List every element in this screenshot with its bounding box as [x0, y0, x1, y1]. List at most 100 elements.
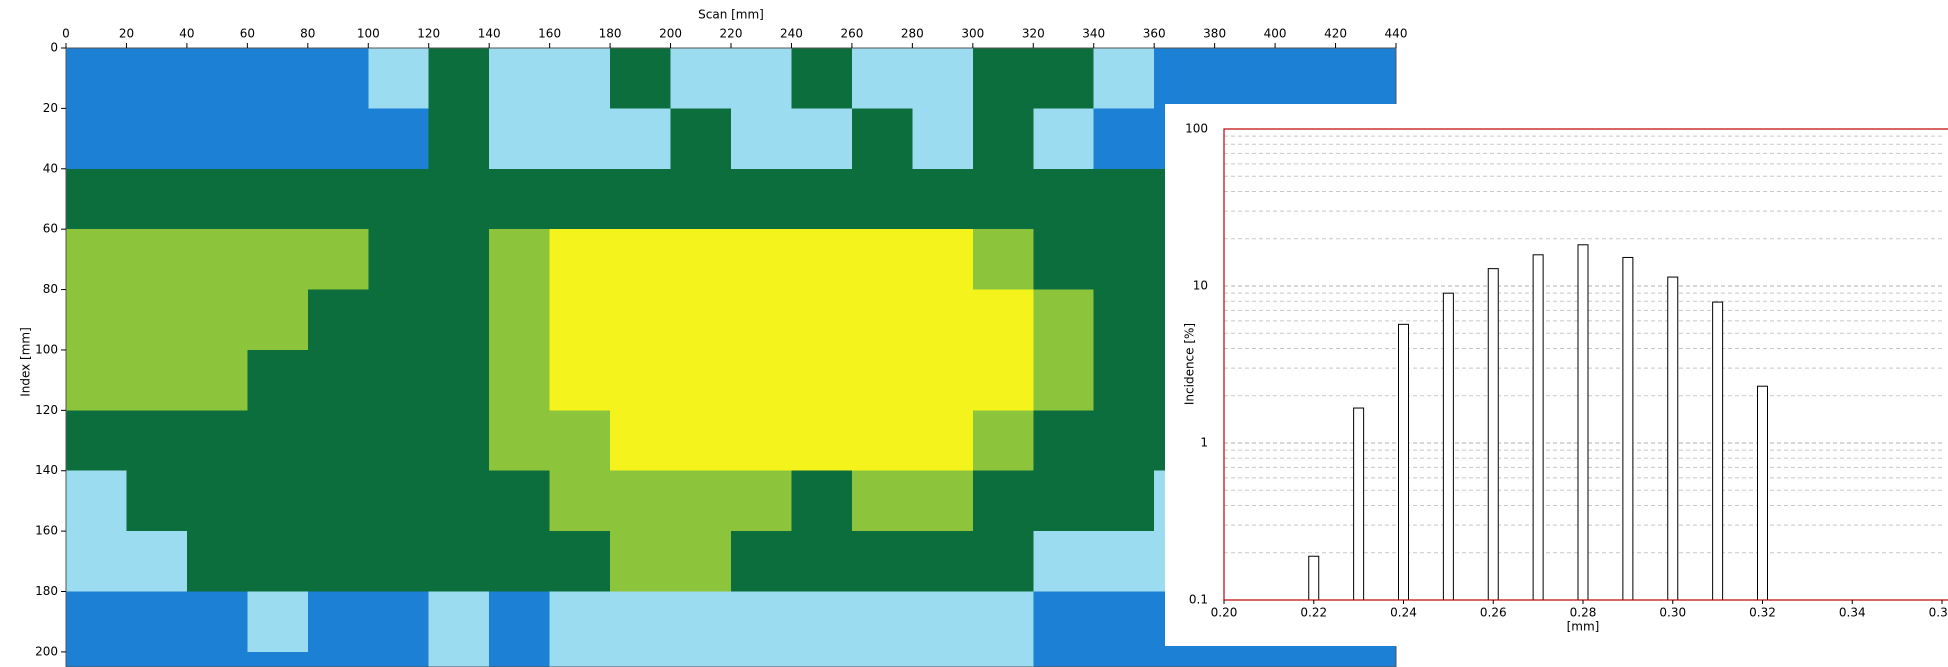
heat-cell	[973, 652, 1034, 667]
heat-cell	[368, 169, 429, 230]
x-tick-label: 440	[1385, 27, 1408, 41]
heat-cell	[187, 652, 248, 667]
heat-cell	[489, 169, 550, 230]
heat-cell	[671, 229, 732, 290]
heat-cell	[66, 108, 127, 169]
heat-cell	[308, 169, 369, 230]
bar	[1668, 277, 1678, 600]
heat-cell	[1033, 531, 1094, 592]
heat-cell	[550, 48, 611, 109]
y-tick-label: 60	[43, 222, 58, 236]
heat-cell	[791, 652, 852, 667]
heat-cell	[187, 48, 248, 109]
y-tick-label: 200	[35, 644, 58, 658]
heat-cell	[1154, 48, 1215, 109]
bar	[1443, 293, 1453, 600]
x-tick-label: 180	[599, 27, 622, 41]
heat-cell	[791, 169, 852, 230]
heat-cell	[791, 531, 852, 592]
y-tick-label: 20	[43, 101, 58, 115]
heat-cell	[610, 592, 671, 653]
heat-cell	[187, 410, 248, 471]
heat-cell	[610, 169, 671, 230]
heat-cell	[489, 48, 550, 109]
heat-cell	[1033, 410, 1094, 471]
heat-cell	[429, 410, 490, 471]
heat-cell	[429, 229, 490, 290]
x-tick-label: 0.22	[1300, 606, 1327, 620]
heat-cell	[126, 48, 187, 109]
heat-cell	[1094, 531, 1155, 592]
y-tick-label: 160	[35, 524, 58, 538]
heat-cell	[671, 350, 732, 411]
x-tick-label: 0.24	[1390, 606, 1417, 620]
heat-cell	[610, 290, 671, 351]
heat-cell	[368, 471, 429, 532]
heat-cell	[126, 169, 187, 230]
x-tick-label: 120	[417, 27, 440, 41]
x-tick-label: 0.28	[1570, 606, 1597, 620]
heat-cell	[308, 290, 369, 351]
heat-cell	[429, 169, 490, 230]
x-axis-label: Scan [mm]	[698, 8, 764, 22]
heat-cell	[610, 108, 671, 169]
heat-cell	[671, 592, 732, 653]
x-tick-label: 100	[357, 27, 380, 41]
heat-cell	[429, 48, 490, 109]
heat-cell	[550, 169, 611, 230]
heat-cell	[1033, 169, 1094, 230]
heat-cell	[429, 471, 490, 532]
heat-cell	[247, 592, 308, 653]
heat-cell	[1033, 108, 1094, 169]
heat-cell	[308, 652, 369, 667]
bar	[1399, 324, 1409, 600]
heat-cell	[1094, 410, 1155, 471]
heat-cell	[66, 652, 127, 667]
screen: 0204060801001201401601802002202402602803…	[0, 0, 1948, 667]
heat-cell	[66, 48, 127, 109]
bar	[1578, 245, 1588, 600]
heat-cell	[1094, 290, 1155, 351]
heat-cell	[187, 592, 248, 653]
heat-cell	[1094, 592, 1155, 653]
x-tick-label: 80	[300, 27, 315, 41]
heat-cell	[852, 652, 913, 667]
heat-cell	[1094, 48, 1155, 109]
x-tick-label: 140	[478, 27, 501, 41]
heat-cell	[731, 350, 792, 411]
heat-cell	[187, 531, 248, 592]
x-tick-label: 320	[1022, 27, 1045, 41]
heat-cell	[1033, 290, 1094, 351]
heat-cell	[429, 652, 490, 667]
heat-cell	[973, 290, 1034, 351]
heat-cell	[126, 108, 187, 169]
page: 0204060801001201401601802002202402602803…	[0, 0, 1948, 667]
heat-cell	[308, 471, 369, 532]
heat-cell	[489, 592, 550, 653]
y-tick-label: 80	[43, 282, 58, 296]
heat-cell	[429, 592, 490, 653]
heat-cell	[671, 48, 732, 109]
heat-cell	[126, 592, 187, 653]
heat-cell	[1094, 350, 1155, 411]
heat-cell	[1275, 48, 1336, 109]
heat-cell	[187, 229, 248, 290]
heat-cell	[852, 471, 913, 532]
heat-cell	[912, 592, 973, 653]
heat-cell	[671, 169, 732, 230]
heat-cell	[1033, 48, 1094, 109]
y-tick-label: 10	[1193, 279, 1208, 293]
x-tick-label: 240	[780, 27, 803, 41]
heat-cell	[912, 290, 973, 351]
heat-cell	[489, 229, 550, 290]
heat-cell	[66, 350, 127, 411]
heat-cell	[1336, 652, 1397, 667]
heat-cell	[247, 471, 308, 532]
heat-cell	[247, 652, 308, 667]
heat-cell	[1094, 652, 1155, 667]
heat-cell	[368, 108, 429, 169]
heat-cell	[308, 592, 369, 653]
heat-cell	[731, 229, 792, 290]
heat-cell	[368, 652, 429, 667]
heat-cell	[247, 48, 308, 109]
